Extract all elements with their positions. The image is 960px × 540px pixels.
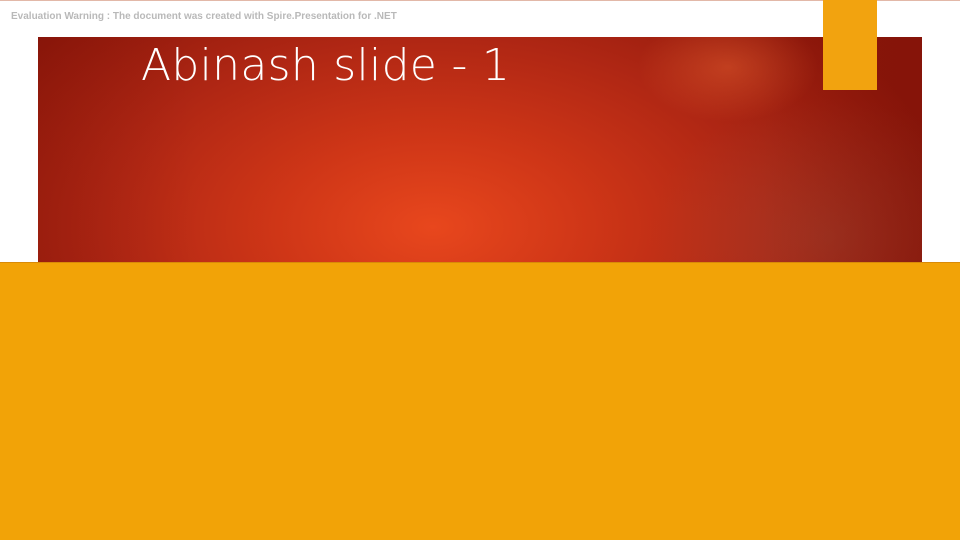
title-band [38, 37, 922, 262]
evaluation-warning-text: Evaluation Warning : The document was cr… [11, 11, 397, 22]
title-band-shading [38, 37, 922, 262]
slide-title[interactable]: Abinash slide - 1 [141, 40, 511, 91]
content-placeholder[interactable] [0, 262, 960, 540]
top-divider [0, 0, 960, 1]
accent-tab-shape [823, 0, 877, 90]
